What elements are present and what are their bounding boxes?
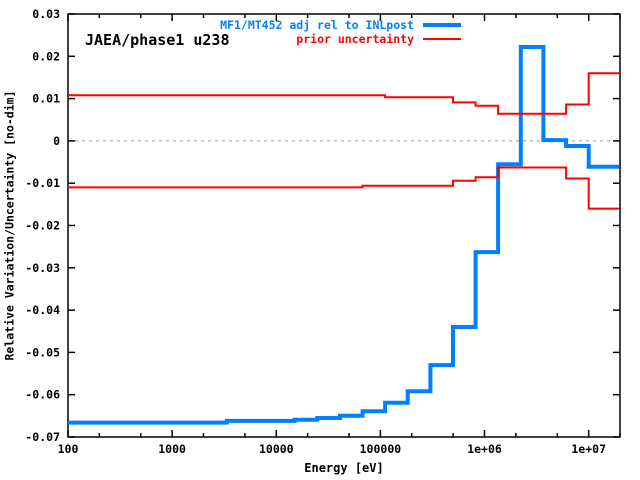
legend-item: prior uncertainty: [220, 32, 461, 46]
svg-text:-0.01: -0.01: [25, 176, 60, 190]
legend-line-sample: [423, 38, 461, 40]
svg-text:0.02: 0.02: [32, 49, 60, 63]
svg-text:0.03: 0.03: [32, 7, 60, 21]
svg-text:1e+07: 1e+07: [571, 442, 606, 456]
legend-label: prior uncertainty: [296, 32, 414, 46]
svg-text:10000: 10000: [259, 442, 294, 456]
svg-text:-0.03: -0.03: [25, 261, 60, 275]
legend-item: MF1/MT452 adj rel to INLpost: [220, 18, 461, 32]
legend-line-sample: [423, 23, 461, 27]
svg-text:0: 0: [53, 134, 60, 148]
svg-text:1e+06: 1e+06: [467, 442, 502, 456]
svg-text:100000: 100000: [360, 442, 402, 456]
svg-text:100: 100: [58, 442, 79, 456]
svg-text:-0.02: -0.02: [25, 219, 60, 233]
legend: MF1/MT452 adj rel to INLpost prior uncer…: [220, 18, 461, 46]
svg-text:-0.07: -0.07: [25, 430, 60, 444]
svg-text:0.01: 0.01: [32, 92, 60, 106]
svg-text:-0.04: -0.04: [25, 303, 60, 317]
y-axis-title: Relative Variation/Uncertainty [no-dim]: [2, 90, 17, 361]
x-axis-title: Energy [eV]: [304, 461, 384, 475]
svg-text:1000: 1000: [158, 442, 186, 456]
svg-text:-0.06: -0.06: [25, 388, 60, 402]
svg-text:-0.05: -0.05: [25, 345, 60, 359]
plot-annotation: JAEA/phase1 u238: [85, 31, 230, 49]
legend-label: MF1/MT452 adj rel to INLpost: [220, 18, 414, 32]
